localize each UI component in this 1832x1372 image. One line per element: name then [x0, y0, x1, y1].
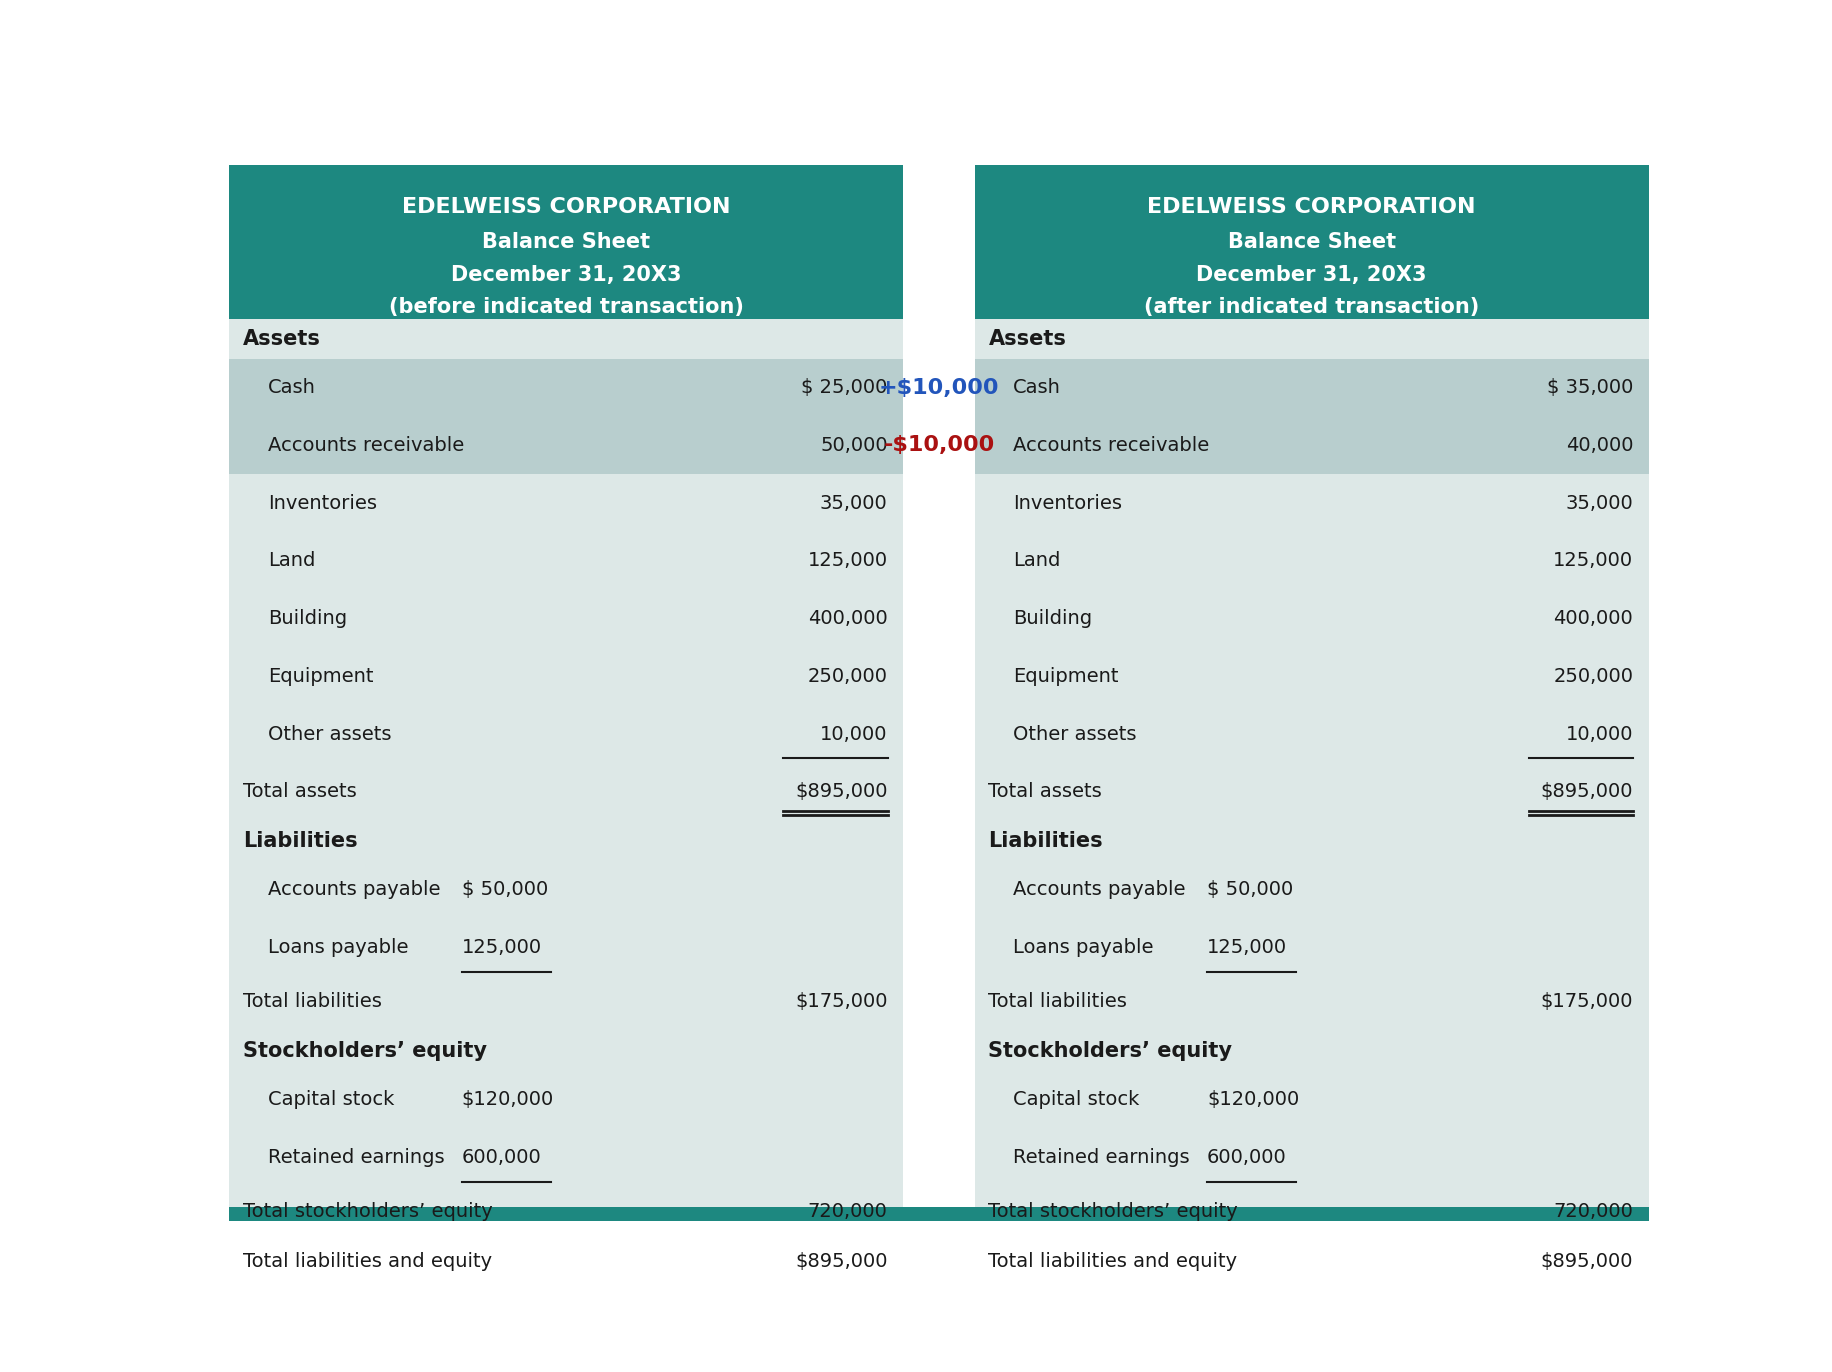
Text: Balance Sheet: Balance Sheet: [1227, 232, 1396, 252]
Text: 35,000: 35,000: [821, 494, 889, 513]
Text: December 31, 20X3: December 31, 20X3: [451, 265, 682, 285]
FancyBboxPatch shape: [975, 358, 1649, 417]
Text: Equipment: Equipment: [1013, 667, 1119, 686]
Text: Total liabilities and equity: Total liabilities and equity: [989, 1253, 1238, 1270]
FancyBboxPatch shape: [229, 358, 903, 417]
Text: Total stockholders’ equity: Total stockholders’ equity: [989, 1202, 1238, 1221]
Text: EDELWEISS CORPORATION: EDELWEISS CORPORATION: [401, 198, 731, 217]
Text: 600,000: 600,000: [462, 1148, 540, 1168]
Text: $895,000: $895,000: [795, 1253, 889, 1270]
Text: Accounts payable: Accounts payable: [267, 879, 440, 899]
Text: Liabilities: Liabilities: [989, 830, 1103, 851]
Text: 250,000: 250,000: [808, 667, 889, 686]
Text: Assets: Assets: [244, 329, 321, 348]
Text: Stockholders’ equity: Stockholders’ equity: [244, 1041, 487, 1061]
Text: Inventories: Inventories: [1013, 494, 1123, 513]
Text: Balance Sheet: Balance Sheet: [482, 232, 650, 252]
Text: Total assets: Total assets: [244, 782, 357, 800]
FancyBboxPatch shape: [229, 1207, 1649, 1221]
FancyBboxPatch shape: [229, 318, 903, 1207]
Text: Inventories: Inventories: [267, 494, 377, 513]
Text: $120,000: $120,000: [1207, 1091, 1299, 1110]
FancyBboxPatch shape: [975, 590, 1649, 648]
Text: EDELWEISS CORPORATION: EDELWEISS CORPORATION: [1147, 198, 1477, 217]
Text: 125,000: 125,000: [1554, 552, 1634, 571]
Text: Liabilities: Liabilities: [244, 830, 357, 851]
Text: Total assets: Total assets: [989, 782, 1103, 800]
Text: 250,000: 250,000: [1554, 667, 1634, 686]
Text: Total liabilities: Total liabilities: [989, 992, 1127, 1011]
Text: Retained earnings: Retained earnings: [267, 1148, 445, 1168]
Text: Loans payable: Loans payable: [267, 938, 409, 956]
FancyBboxPatch shape: [229, 417, 903, 475]
Text: Total stockholders’ equity: Total stockholders’ equity: [244, 1202, 493, 1221]
Text: (after indicated transaction): (after indicated transaction): [1143, 298, 1478, 317]
Text: $895,000: $895,000: [1541, 1253, 1634, 1270]
FancyBboxPatch shape: [975, 417, 1649, 475]
FancyBboxPatch shape: [975, 318, 1649, 1207]
Text: Accounts receivable: Accounts receivable: [1013, 436, 1209, 454]
Text: (before indicated transaction): (before indicated transaction): [388, 298, 744, 317]
Text: Accounts receivable: Accounts receivable: [267, 436, 463, 454]
Text: Cash: Cash: [1013, 379, 1061, 397]
Text: 125,000: 125,000: [808, 552, 889, 571]
Text: Land: Land: [1013, 552, 1061, 571]
FancyBboxPatch shape: [975, 165, 1649, 318]
Text: $ 50,000: $ 50,000: [462, 879, 548, 899]
Text: Building: Building: [267, 609, 346, 628]
Text: +$10,000: +$10,000: [879, 377, 998, 398]
Text: Stockholders’ equity: Stockholders’ equity: [989, 1041, 1233, 1061]
Text: $895,000: $895,000: [795, 782, 889, 800]
Text: $120,000: $120,000: [462, 1091, 553, 1110]
Text: $175,000: $175,000: [1541, 992, 1634, 1011]
Text: Building: Building: [1013, 609, 1092, 628]
Text: Land: Land: [267, 552, 315, 571]
Text: 400,000: 400,000: [1554, 609, 1634, 628]
FancyBboxPatch shape: [975, 475, 1649, 532]
Text: Assets: Assets: [989, 329, 1066, 348]
FancyBboxPatch shape: [229, 705, 903, 763]
Text: 10,000: 10,000: [821, 724, 889, 744]
Text: Total liabilities: Total liabilities: [244, 992, 381, 1011]
Text: Accounts payable: Accounts payable: [1013, 879, 1185, 899]
Text: $ 50,000: $ 50,000: [1207, 879, 1293, 899]
FancyBboxPatch shape: [975, 532, 1649, 590]
Text: 720,000: 720,000: [808, 1202, 889, 1221]
Text: 35,000: 35,000: [1566, 494, 1634, 513]
Text: 10,000: 10,000: [1566, 724, 1634, 744]
Text: Equipment: Equipment: [267, 667, 374, 686]
Text: $ 35,000: $ 35,000: [1546, 379, 1634, 397]
FancyBboxPatch shape: [975, 705, 1649, 763]
Text: Total liabilities and equity: Total liabilities and equity: [244, 1253, 493, 1270]
Text: Other assets: Other assets: [1013, 724, 1138, 744]
Text: Cash: Cash: [267, 379, 315, 397]
Text: 125,000: 125,000: [462, 938, 542, 956]
Text: 600,000: 600,000: [1207, 1148, 1286, 1168]
Text: $175,000: $175,000: [795, 992, 889, 1011]
Text: Capital stock: Capital stock: [1013, 1091, 1140, 1110]
FancyBboxPatch shape: [229, 648, 903, 705]
Text: Retained earnings: Retained earnings: [1013, 1148, 1191, 1168]
FancyBboxPatch shape: [229, 475, 903, 532]
Text: 50,000: 50,000: [821, 436, 889, 454]
FancyBboxPatch shape: [229, 165, 903, 318]
Text: $895,000: $895,000: [1541, 782, 1634, 800]
Text: -$10,000: -$10,000: [883, 435, 995, 456]
Text: Loans payable: Loans payable: [1013, 938, 1154, 956]
Text: 125,000: 125,000: [1207, 938, 1288, 956]
Text: 40,000: 40,000: [1566, 436, 1634, 454]
Text: Other assets: Other assets: [267, 724, 392, 744]
Text: 720,000: 720,000: [1554, 1202, 1634, 1221]
Text: Capital stock: Capital stock: [267, 1091, 394, 1110]
Text: $ 25,000: $ 25,000: [801, 379, 889, 397]
FancyBboxPatch shape: [229, 590, 903, 648]
FancyBboxPatch shape: [229, 532, 903, 590]
FancyBboxPatch shape: [975, 648, 1649, 705]
Text: December 31, 20X3: December 31, 20X3: [1196, 265, 1427, 285]
Text: 400,000: 400,000: [808, 609, 889, 628]
